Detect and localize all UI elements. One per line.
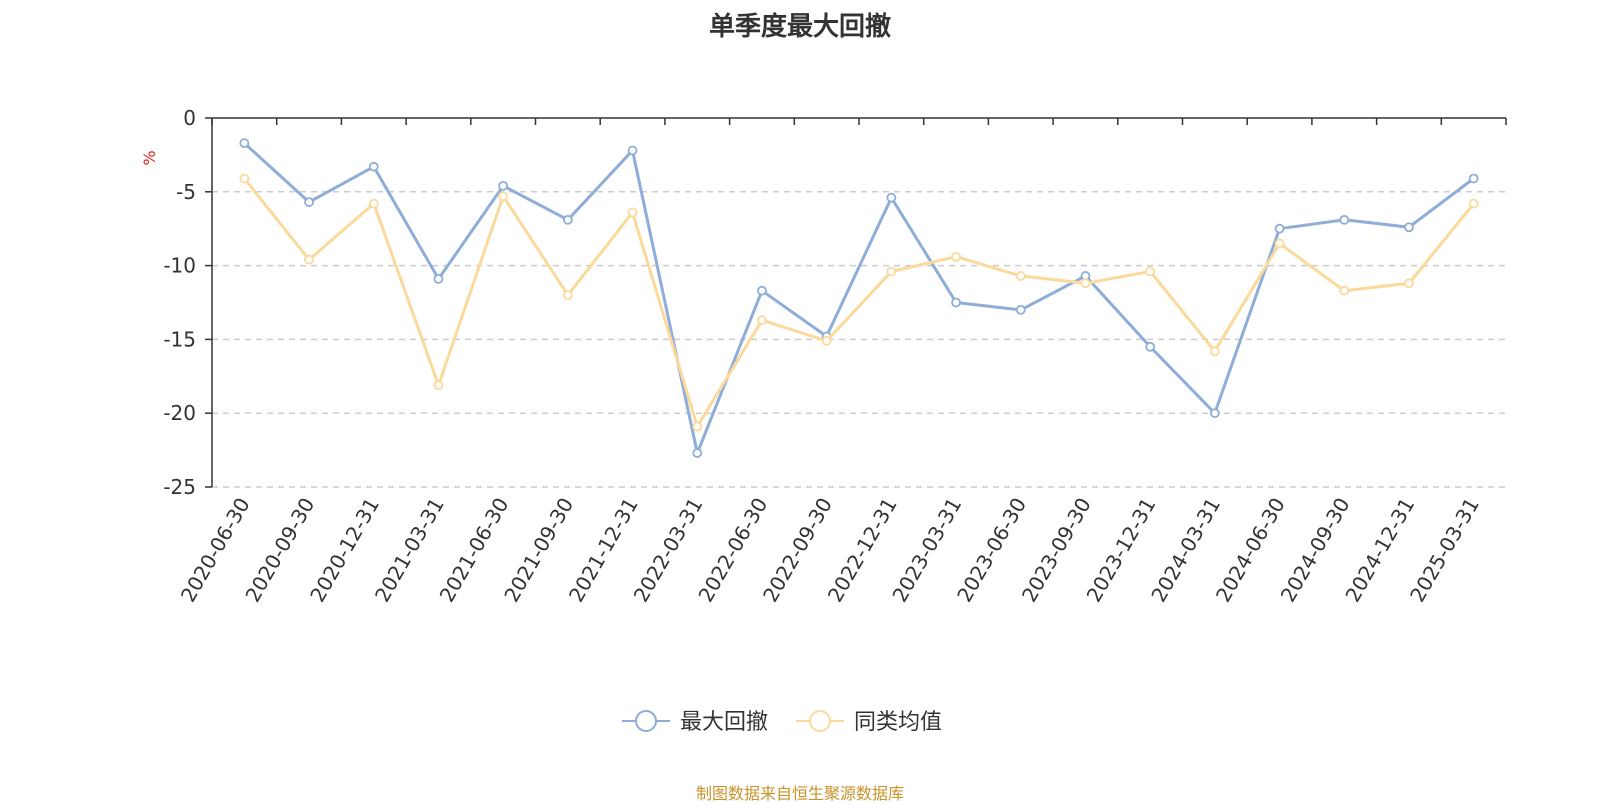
data-point <box>1339 214 1350 225</box>
data-point <box>498 191 509 202</box>
data-point <box>1404 278 1414 289</box>
legend-marker-icon <box>635 710 657 732</box>
data-point <box>627 145 638 156</box>
legend-item-2: 同类均值 <box>796 710 942 735</box>
data-point <box>1209 408 1220 419</box>
data-point <box>1404 222 1414 233</box>
data-point <box>562 214 573 225</box>
legend-item-1: 最大回撤 <box>622 710 768 735</box>
data-point <box>239 173 250 184</box>
data-point <box>1015 304 1026 315</box>
data-point <box>239 138 250 148</box>
data-point <box>498 180 509 191</box>
data-point <box>692 421 703 432</box>
x-tick-label: 2025-03-31 <box>1405 494 1484 607</box>
y-axis-unit-label: % <box>140 150 159 165</box>
chart-title: 单季度最大回撤 <box>708 12 891 42</box>
y-tick-label: -10 <box>163 254 196 278</box>
series <box>239 138 1479 458</box>
data-point <box>1468 173 1479 184</box>
legend: 最大回撤 同类均值 <box>622 710 942 735</box>
data-point <box>886 192 897 203</box>
line-chart: 0-5-10-15-20-25%2020-06-302020-09-302020… <box>140 106 1507 735</box>
data-point <box>821 335 832 346</box>
data-point <box>304 197 314 208</box>
series-line <box>243 177 1475 428</box>
data-point <box>368 198 379 209</box>
data-point <box>1145 266 1156 277</box>
data-point <box>433 273 444 284</box>
grid-lines <box>212 191 1506 488</box>
data-point <box>1209 346 1220 357</box>
data-point <box>1145 341 1156 352</box>
data-point <box>627 207 638 218</box>
data-point <box>433 380 444 391</box>
data-point <box>951 297 961 308</box>
data-point <box>951 251 961 262</box>
data-point <box>368 161 379 172</box>
series-line <box>243 141 1475 455</box>
y-tick-label: -25 <box>163 475 196 499</box>
y-tick-label: -20 <box>163 401 196 425</box>
data-point <box>1274 238 1285 249</box>
data-point <box>1015 271 1026 281</box>
series-2 <box>239 173 1479 432</box>
legend-label: 同类均值 <box>854 710 942 735</box>
data-point <box>1274 223 1285 234</box>
data-point <box>692 448 703 458</box>
y-tick-label: 0 <box>183 106 196 130</box>
legend-marker-icon <box>809 710 831 732</box>
series-1 <box>239 138 1479 458</box>
data-point <box>757 285 767 296</box>
y-tick-label: -5 <box>176 180 196 204</box>
data-source-note: 制图数据来自恒生聚源数据库 <box>695 784 904 803</box>
data-point <box>1339 285 1350 296</box>
data-point <box>1468 198 1479 209</box>
data-point <box>757 315 767 326</box>
legend-label: 最大回撤 <box>680 710 768 735</box>
y-tick-label: -15 <box>163 327 196 351</box>
data-point <box>304 254 314 265</box>
data-point <box>562 290 573 301</box>
data-point <box>1080 278 1091 289</box>
data-point <box>886 266 897 277</box>
